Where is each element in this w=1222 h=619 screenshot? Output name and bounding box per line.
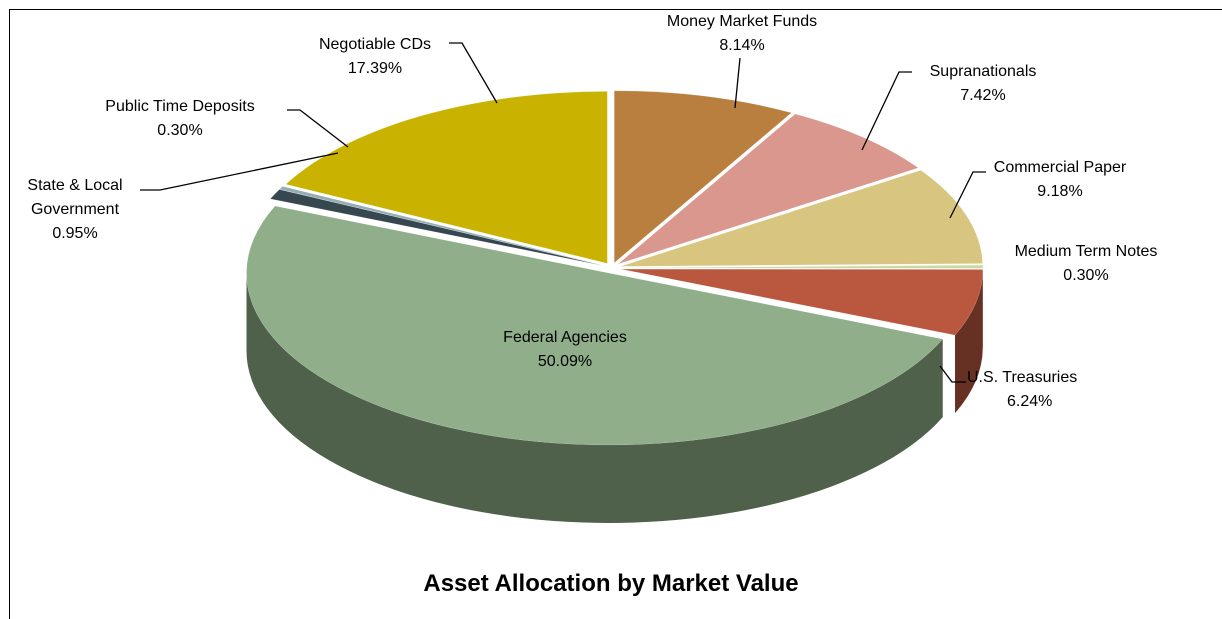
category-label: Supranationals: [929, 63, 1037, 80]
category-label: Money Market Funds: [666, 13, 818, 30]
slice: [620, 268, 984, 336]
data-label: Federal Agencies 50.09%: [503, 326, 627, 374]
category-label: Negotiable CDs: [318, 36, 432, 53]
chart-frame: [9, 9, 1222, 619]
category-label: State & Local Government: [27, 177, 123, 218]
value-label: 0.30%: [1063, 267, 1109, 284]
chart-title: Asset Allocation by Market Value: [423, 570, 799, 597]
data-label: Money Market Funds 8.14%: [667, 10, 817, 58]
value-label: 7.42%: [960, 87, 1006, 104]
category-label: Public Time Deposits: [105, 98, 255, 115]
value-label: 0.95%: [52, 225, 98, 242]
category-label: U.S. Treasuries: [967, 369, 1078, 386]
category-label: Commercial Paper: [993, 159, 1127, 176]
category-label: Federal Agencies: [503, 329, 627, 346]
leader-line: [939, 365, 966, 383]
slice: [620, 169, 983, 267]
value-label: 6.24%: [1007, 393, 1053, 410]
pie: [246, 90, 984, 523]
slice-side: [246, 272, 943, 523]
data-label: Supranationals 7.42%: [930, 60, 1037, 108]
leader-line: [949, 171, 986, 219]
leader-line: [449, 42, 498, 104]
value-label: 9.18%: [1037, 183, 1083, 200]
slice: [246, 205, 944, 446]
value-label: 17.39%: [347, 60, 403, 77]
data-label: U.S. Treasuries 6.24%: [967, 366, 1077, 414]
slice: [614, 90, 792, 264]
slice: [285, 91, 608, 264]
slice: [620, 264, 984, 269]
value-label: 50.09%: [537, 353, 593, 370]
value-label: 8.14%: [719, 37, 765, 54]
slice: [617, 113, 919, 265]
slice: [269, 189, 604, 266]
slice-side: [955, 269, 983, 414]
data-label: Medium Term Notes 0.30%: [1015, 240, 1158, 288]
data-label: Negotiable CDs 17.39%: [319, 33, 431, 81]
leader-lines: [140, 42, 986, 383]
leader-line: [140, 152, 339, 191]
data-label: Commercial Paper 9.18%: [994, 156, 1126, 204]
data-label: Public Time Deposits 0.30%: [105, 95, 254, 143]
leader-line: [734, 57, 741, 109]
leader-line: [861, 71, 912, 151]
leader-line: [287, 109, 349, 148]
category-label: Medium Term Notes: [1014, 243, 1158, 260]
data-label: State & Local Government 0.95%: [10, 174, 140, 246]
slice: [279, 186, 605, 266]
value-label: 0.30%: [157, 122, 203, 139]
